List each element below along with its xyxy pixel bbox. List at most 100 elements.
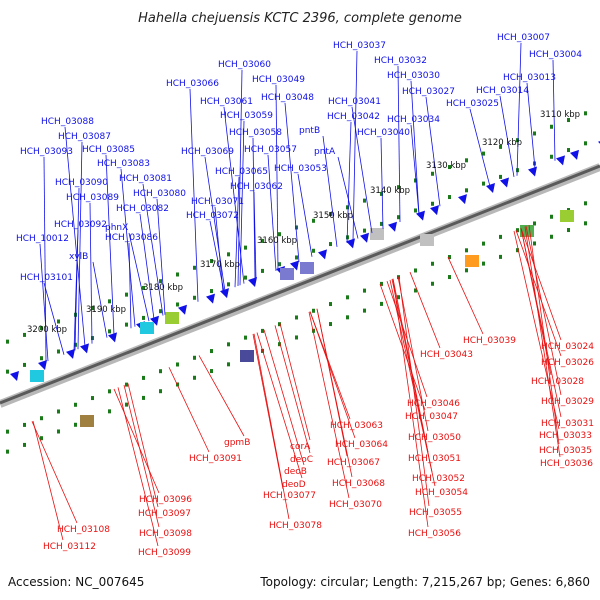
guide-dot <box>363 228 366 233</box>
guide-dot <box>261 268 264 273</box>
guide-dot <box>533 131 536 136</box>
guide-dot <box>482 261 485 266</box>
gene-label-forward: HCH_03053 <box>274 164 327 174</box>
gene-label-forward: HCH_03066 <box>166 79 219 89</box>
guide-dot <box>448 195 451 200</box>
gene-label-forward: HCH_03032 <box>374 56 427 66</box>
guide-dot <box>91 336 94 341</box>
gene-label-forward: HCH_03048 <box>261 93 314 103</box>
leader-line-reverse <box>279 323 311 441</box>
annotation-box <box>240 350 254 362</box>
gene-label-reverse: HCH_03063 <box>330 421 383 431</box>
gene-label-reverse: HCH_03026 <box>541 358 594 368</box>
gene-label-forward: HCH_10012 <box>16 234 69 244</box>
guide-dot <box>516 228 519 233</box>
guide-dot <box>125 322 128 327</box>
guide-dot <box>40 416 43 421</box>
guide-dot <box>448 165 451 170</box>
forward-gene-arrow <box>360 232 369 243</box>
gene-label-forward: HCH_03025 <box>446 99 499 109</box>
leader-line-forward <box>352 50 358 241</box>
guide-dot <box>346 295 349 300</box>
forward-gene-arrow <box>318 249 327 260</box>
gene-label-forward: HCH_03071 <box>191 197 244 207</box>
leader-line-reverse <box>117 387 159 547</box>
guide-dot <box>193 355 196 360</box>
leader-line-forward <box>469 108 491 187</box>
guide-dot <box>125 382 128 387</box>
guide-dot <box>380 281 383 286</box>
guide-dot <box>244 275 247 280</box>
guide-dot <box>6 429 9 434</box>
gene-label-forward: phnX <box>105 223 128 233</box>
leader-line-forward <box>380 137 384 229</box>
leader-line-forward <box>526 82 536 169</box>
gene-label-forward: HCH_03086 <box>105 233 158 243</box>
guide-dot <box>244 335 247 340</box>
leader-line-reverse <box>409 271 441 349</box>
guide-dot <box>74 422 77 427</box>
guide-dot <box>431 171 434 176</box>
forward-gene-arrow <box>66 348 75 359</box>
annotation-box <box>300 262 314 274</box>
gene-label-reverse: HCH_03099 <box>138 548 191 558</box>
guide-dot <box>193 295 196 300</box>
leader-line-forward <box>284 102 300 262</box>
guide-dot <box>380 301 383 306</box>
guide-dot <box>465 158 468 163</box>
guide-dot <box>329 242 332 247</box>
scale-label: 3110 kbp <box>540 110 580 120</box>
gene-label-forward: HCH_03027 <box>402 87 455 97</box>
leader-line-forward <box>499 95 515 178</box>
gene-label-reverse: deoD <box>282 480 306 490</box>
guide-dot <box>210 369 213 374</box>
leader-line-reverse <box>513 230 560 430</box>
guide-dot <box>159 279 162 284</box>
leader-line-reverse <box>308 311 350 499</box>
gene-label-forward: HCH_03014 <box>476 86 529 96</box>
forward-gene-arrow <box>38 359 47 370</box>
gene-label-forward: HCH_03034 <box>387 115 440 125</box>
scale-label: 3150 kbp <box>313 211 353 221</box>
leader-line-forward <box>322 135 338 247</box>
gene-label-reverse: deoC <box>290 455 313 465</box>
guide-dot <box>363 308 366 313</box>
guide-dot <box>567 118 570 123</box>
annotation-box <box>560 210 574 222</box>
scale-label: 3140 kbp <box>370 186 410 196</box>
guide-dot <box>40 436 43 441</box>
gene-label-forward: HCH_03042 <box>327 112 380 122</box>
guide-dot <box>176 362 179 367</box>
gene-label-reverse: HCH_03078 <box>269 521 322 531</box>
guide-dot <box>329 212 332 217</box>
leader-line-forward <box>142 183 164 316</box>
gene-label-forward: HCH_03088 <box>41 117 94 127</box>
leader-line-reverse <box>397 276 429 432</box>
gene-label-forward: HCH_03087 <box>58 132 111 142</box>
guide-dot <box>465 248 468 253</box>
leader-line-reverse <box>525 226 562 396</box>
guide-dot <box>397 185 400 190</box>
leader-line-reverse <box>316 308 353 478</box>
guide-dot <box>380 221 383 226</box>
gene-label-reverse: HCH_03028 <box>531 377 584 387</box>
leader-line-forward <box>105 154 115 335</box>
gene-label-forward: pntA <box>314 147 336 157</box>
forward-gene-arrow <box>206 293 215 304</box>
annotation-box <box>370 228 384 240</box>
gene-label-forward: HCH_03065 <box>215 167 268 177</box>
guide-dot <box>414 268 417 273</box>
gene-label-reverse: HCH_03096 <box>139 495 192 505</box>
gene-label-reverse: HCH_03097 <box>138 509 191 519</box>
gene-label-forward: HCH_03090 <box>55 178 108 188</box>
guide-dot <box>108 299 111 304</box>
guide-dot <box>142 315 145 320</box>
gene-label-forward: HCH_03085 <box>82 145 135 155</box>
guide-dot <box>108 389 111 394</box>
guide-dot <box>142 285 145 290</box>
gene-label-reverse: HCH_03029 <box>541 397 594 407</box>
guide-dot <box>278 322 281 327</box>
guide-dot <box>23 442 26 447</box>
guide-dot <box>397 215 400 220</box>
